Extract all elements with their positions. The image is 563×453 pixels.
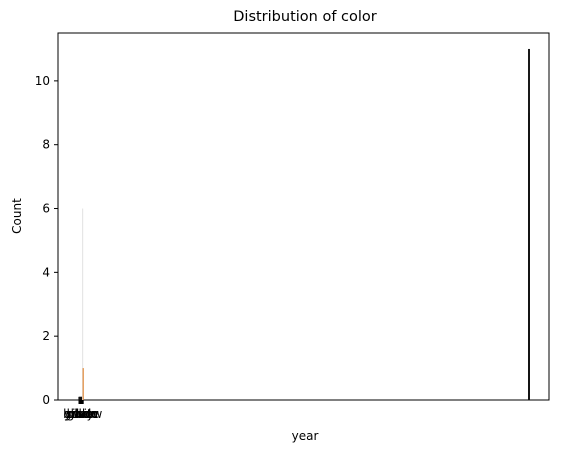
x-tick-label: blue — [67, 407, 93, 421]
y-tick-label: 2 — [42, 329, 50, 343]
bar — [528, 112, 530, 401]
bars — [78, 48, 530, 401]
bar — [82, 208, 84, 400]
x-tick-label: gray — [67, 407, 94, 421]
bar — [82, 368, 84, 400]
x-tick-label: white — [66, 407, 99, 421]
bar — [80, 396, 82, 400]
plot-area — [57, 32, 550, 401]
y-tick-label: 0 — [42, 393, 50, 407]
chart-title: Distribution of color — [233, 9, 377, 25]
x-tick-label: green — [63, 407, 98, 421]
y-tick-label: 6 — [42, 202, 50, 216]
y-axis-label: Count — [10, 198, 24, 234]
x-tick-label: black — [63, 407, 95, 421]
x-tick-label: silver — [66, 407, 98, 421]
y-tick-label: 4 — [42, 265, 50, 279]
plot-frame — [57, 32, 550, 401]
y-tick-label: 8 — [42, 138, 50, 152]
y-axis: 0 2 4 6 8 10 — [35, 74, 58, 407]
y-tick-label: 10 — [35, 74, 50, 88]
x-axis-label: year — [292, 429, 319, 443]
x-tick-label: red — [72, 407, 92, 421]
x-tick-label: yellow — [64, 407, 102, 421]
